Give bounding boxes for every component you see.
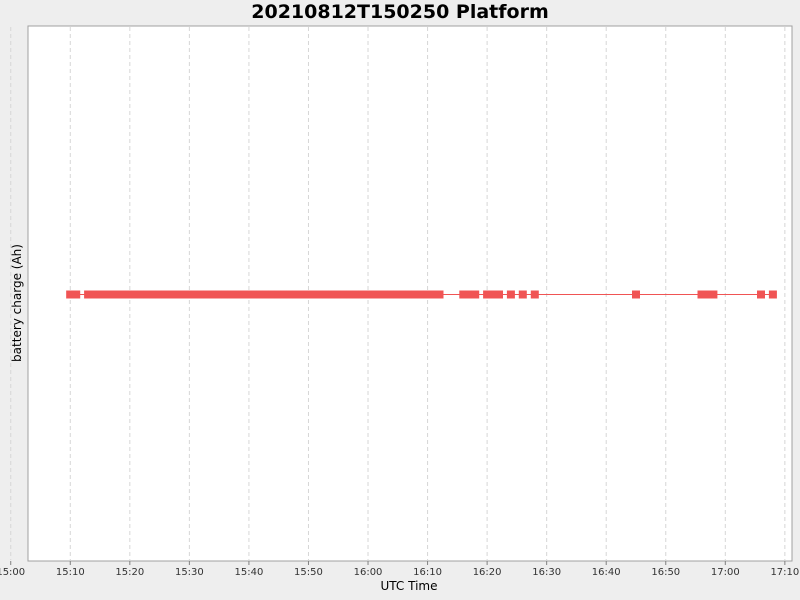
x-tick-label: 15:20 — [115, 567, 144, 578]
data-point — [250, 290, 259, 299]
data-point — [280, 290, 289, 299]
data-point — [709, 290, 718, 299]
data-point — [435, 290, 444, 299]
data-point — [209, 290, 218, 299]
data-point — [292, 290, 301, 299]
chart-title: 20210812T150250 Platform — [251, 1, 549, 23]
data-point — [155, 290, 164, 299]
data-point — [173, 290, 182, 299]
data-point — [381, 290, 390, 299]
x-tick-label: 15:10 — [56, 567, 85, 578]
data-point — [304, 290, 313, 299]
data-point — [364, 290, 372, 299]
data-point — [322, 290, 331, 299]
data-point — [96, 290, 105, 299]
data-point — [465, 290, 474, 299]
series-layer — [66, 290, 777, 299]
data-point — [119, 290, 128, 299]
data-point — [697, 290, 706, 299]
data-point — [102, 290, 110, 299]
data-point — [149, 290, 158, 299]
data-point — [370, 290, 378, 299]
data-point — [316, 290, 325, 299]
data-point — [340, 290, 349, 299]
data-point — [161, 290, 170, 299]
data-point — [768, 290, 777, 299]
data-point — [405, 290, 414, 299]
y-axis-label: battery charge (Ah) — [10, 244, 24, 362]
x-tick-label: 15:40 — [235, 567, 264, 578]
data-point — [328, 290, 337, 299]
data-point — [268, 290, 277, 299]
x-tick-label: 17:10 — [770, 567, 799, 578]
data-point — [66, 290, 75, 299]
data-point — [310, 290, 319, 299]
data-point — [233, 290, 241, 299]
x-tick-label: 16:50 — [651, 567, 680, 578]
data-point — [423, 290, 432, 299]
data-point — [358, 290, 367, 299]
data-point — [221, 290, 230, 299]
data-point — [298, 290, 307, 299]
data-point — [411, 290, 420, 299]
data-point — [387, 290, 396, 299]
data-point — [239, 290, 247, 299]
data-point — [191, 290, 200, 299]
data-point — [489, 290, 498, 299]
data-point — [227, 290, 236, 299]
data-point — [506, 290, 515, 299]
data-point — [417, 290, 426, 299]
x-tick-label: 16:40 — [592, 567, 621, 578]
data-point — [483, 290, 492, 299]
data-point — [185, 290, 194, 299]
data-point — [167, 290, 176, 299]
data-point — [143, 290, 152, 299]
data-point — [495, 290, 503, 299]
data-point — [125, 290, 134, 299]
data-point — [632, 290, 640, 299]
x-tick-label: 16:00 — [354, 567, 383, 578]
data-point — [518, 290, 527, 299]
x-tick-label: 17:00 — [711, 567, 740, 578]
data-point — [703, 290, 712, 299]
data-point — [137, 290, 146, 299]
data-point — [262, 290, 271, 299]
data-point — [244, 290, 253, 299]
data-point — [113, 290, 122, 299]
data-point — [197, 290, 206, 299]
x-tick-label: 16:30 — [532, 567, 561, 578]
data-point — [286, 290, 295, 299]
data-point — [352, 290, 361, 299]
data-point — [203, 290, 212, 299]
data-point — [215, 290, 224, 299]
data-point — [393, 290, 402, 299]
data-point — [90, 290, 99, 299]
x-tick-label: 15:00 — [0, 567, 25, 578]
data-point — [530, 290, 539, 299]
data-point — [757, 290, 765, 299]
data-point — [274, 290, 283, 299]
data-point — [471, 290, 480, 299]
data-point — [84, 290, 93, 299]
data-point — [72, 290, 81, 299]
data-point — [256, 290, 265, 299]
x-tick-label: 15:30 — [175, 567, 204, 578]
data-point — [399, 290, 408, 299]
data-point — [179, 290, 188, 299]
x-tick-label: 16:20 — [473, 567, 502, 578]
x-tick-label: 16:10 — [413, 567, 442, 578]
data-point — [131, 290, 140, 299]
x-axis: 15:00 15:10 15:20 15:30 15:40 15:50 16:00 16:10… — [0, 561, 799, 578]
data-point — [346, 290, 355, 299]
x-axis-label: UTC Time — [381, 579, 438, 593]
data-point — [375, 290, 384, 299]
x-tick-label: 15:50 — [294, 567, 323, 578]
data-point — [429, 290, 438, 299]
data-point — [334, 290, 343, 299]
data-point — [108, 290, 116, 299]
data-point — [459, 290, 468, 299]
